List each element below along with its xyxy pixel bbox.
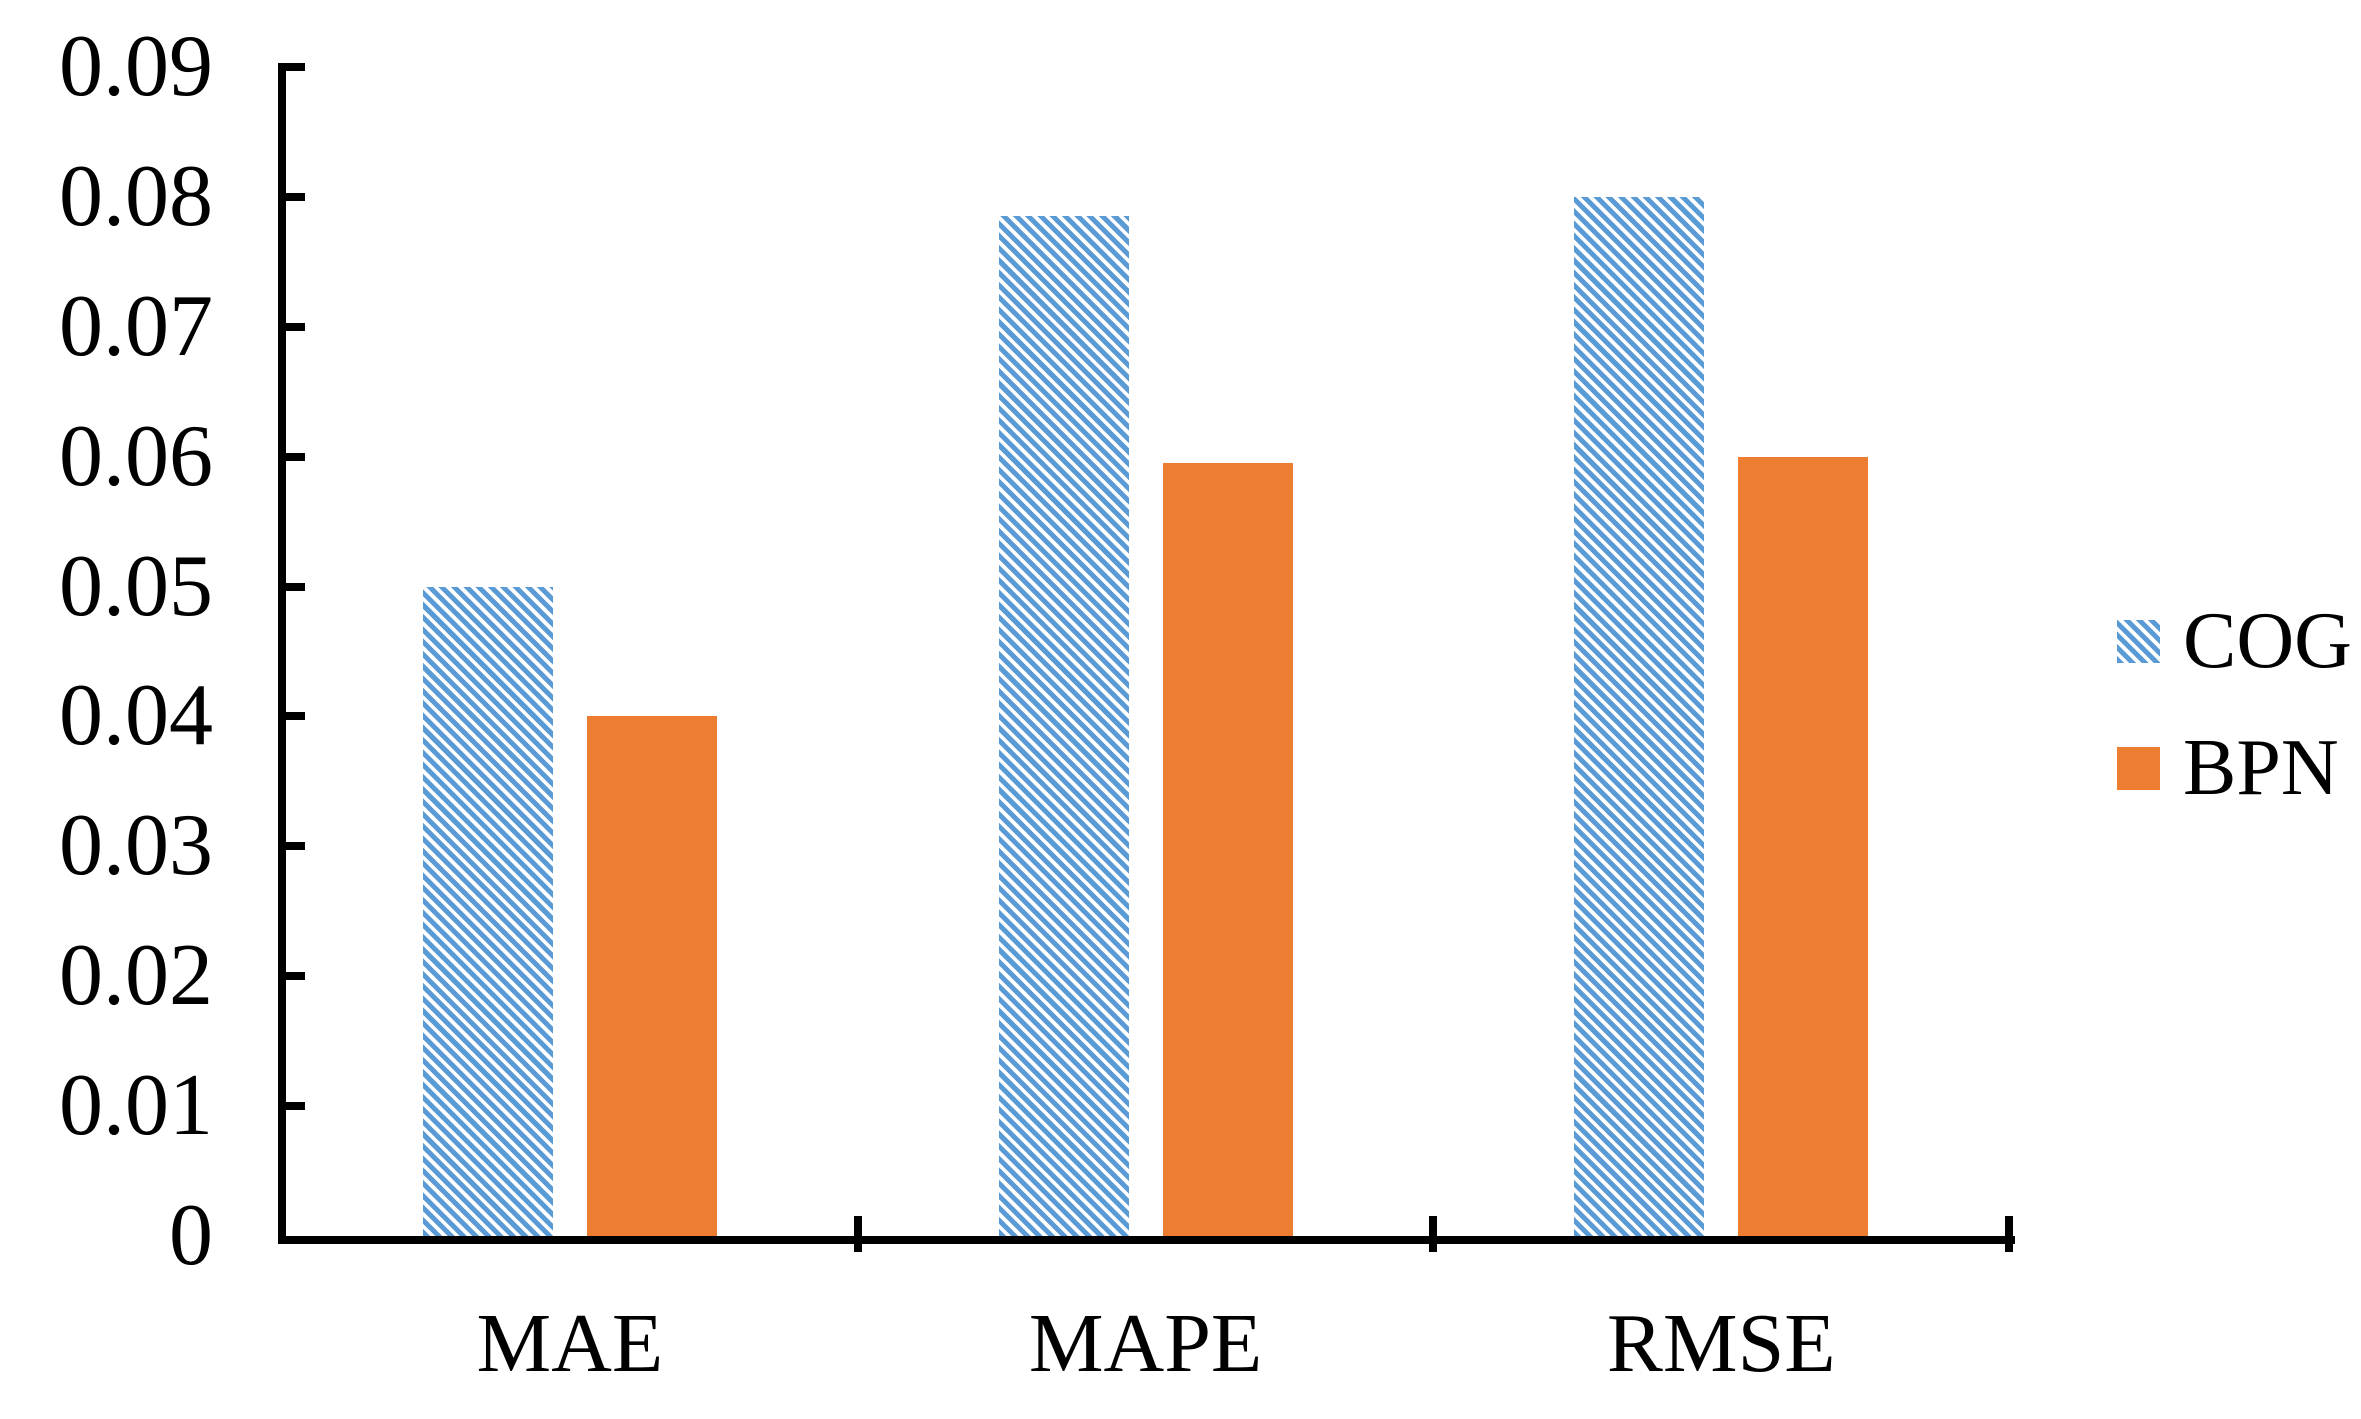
- legend-item-bpn: BPN: [2117, 724, 2339, 812]
- y-tick-label: 0.04: [59, 667, 213, 765]
- legend-item-cog: COG: [2117, 597, 2352, 685]
- y-tick: [278, 972, 305, 981]
- x-axis-label-mape: MAPE: [1028, 1297, 1263, 1390]
- y-tick: [278, 582, 305, 591]
- y-tick: [278, 712, 305, 721]
- y-tick: [278, 1102, 305, 1111]
- y-tick: [278, 452, 305, 461]
- bar-cog-mape: [998, 216, 1129, 1236]
- x-axis-label-mae: MAE: [476, 1297, 664, 1390]
- y-tick: [278, 63, 305, 71]
- bar-bpn-rmse: [1738, 456, 1869, 1236]
- bar-bpn-mape: [1162, 463, 1293, 1236]
- y-tick-label: 0.08: [59, 147, 213, 245]
- x-axis-line: [278, 1236, 2015, 1244]
- y-tick: [278, 842, 305, 851]
- legend-swatch-bpn-icon: [2117, 746, 2160, 790]
- x-tick: [2005, 1216, 2014, 1252]
- y-tick-label: 0.01: [59, 1057, 213, 1155]
- x-tick: [853, 1216, 862, 1252]
- y-tick-label: 0.07: [59, 277, 213, 375]
- bar-bpn-mae: [586, 716, 717, 1236]
- y-axis-line: [278, 63, 286, 1244]
- legend-label-bpn: BPN: [2183, 724, 2339, 812]
- legend-label-cog: COG: [2183, 597, 2352, 685]
- y-tick: [278, 322, 305, 331]
- y-tick: [278, 192, 305, 201]
- y-tick-label: 0.06: [59, 407, 213, 505]
- legend-swatch-cog-icon: [2117, 619, 2160, 663]
- y-tick-label: 0.03: [59, 797, 213, 895]
- y-tick-label: 0.02: [59, 927, 213, 1025]
- y-tick-label: 0: [169, 1187, 213, 1284]
- y-tick-label: 0.09: [59, 18, 213, 115]
- x-tick: [1429, 1216, 1438, 1252]
- y-tick-label: 0.05: [59, 537, 213, 635]
- bar-cog-mae: [422, 586, 553, 1236]
- x-axis-label-rmse: RMSE: [1606, 1297, 1836, 1390]
- bar-cog-rmse: [1574, 196, 1705, 1236]
